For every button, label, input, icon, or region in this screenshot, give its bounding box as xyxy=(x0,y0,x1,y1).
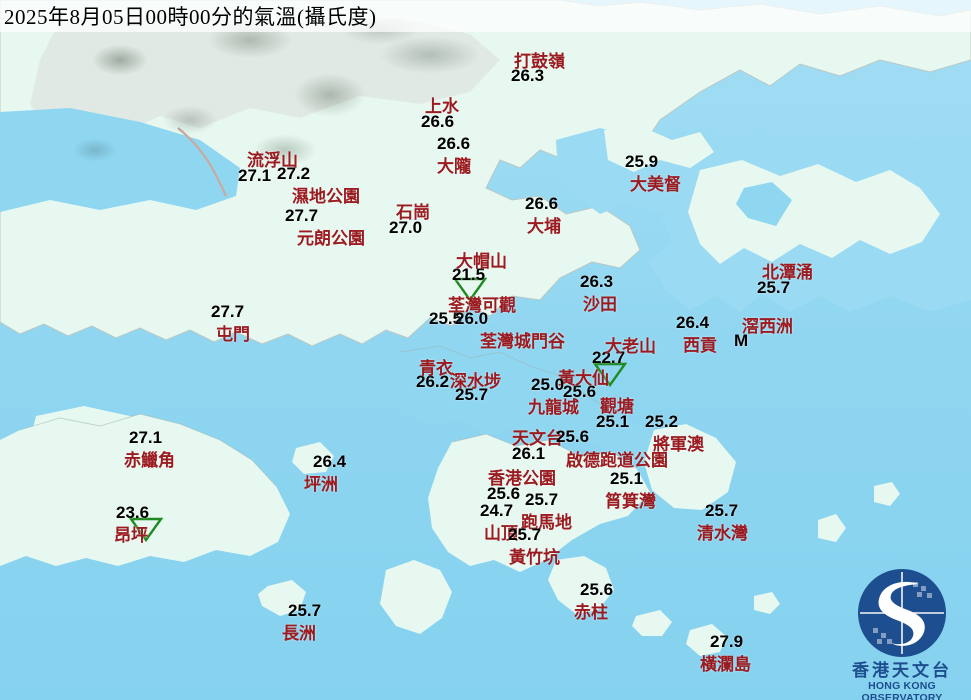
land-cheung-chau xyxy=(258,580,306,616)
station-value: 22.7 xyxy=(592,348,626,367)
station-value: 26.0 xyxy=(455,309,489,328)
station-value: 25.2 xyxy=(645,412,679,431)
station-value: 25.6 xyxy=(556,427,590,446)
station-name: 西貢 xyxy=(683,336,717,355)
station-value: 26.6 xyxy=(437,134,471,153)
station-name: 大隴 xyxy=(437,157,471,176)
station-value: 25.1 xyxy=(610,469,644,488)
station-value: 25.7 xyxy=(705,501,739,520)
station-value: 25.6 xyxy=(487,484,521,503)
station-name: 上水 xyxy=(425,97,459,116)
station-value: 25.7 xyxy=(288,601,322,620)
hko-logo-chinese: 香港天文台 xyxy=(852,661,952,680)
station-name: 赤鱲角 xyxy=(124,451,175,470)
station-name: 石崗 xyxy=(396,203,430,222)
station-name: 九龍城 xyxy=(528,398,579,417)
coastline-strokes xyxy=(19,345,637,487)
hko-logo-english: HONG KONG OBSERVATORY xyxy=(861,680,943,700)
land-chek-lap-kok xyxy=(30,406,160,462)
station-name: 滘西洲 xyxy=(742,317,793,336)
station-value: 21.5 xyxy=(452,265,486,284)
land-islet-c xyxy=(818,514,846,542)
station-value: 25.1 xyxy=(596,412,630,431)
station-name: 大老山 xyxy=(605,337,656,356)
station-name: 天文台 xyxy=(512,429,563,448)
station-value: 25.7 xyxy=(508,525,542,544)
station-name: 大帽山 xyxy=(456,252,507,271)
station-name: 橫瀾島 xyxy=(700,655,751,674)
land-stanley-peninsula xyxy=(548,556,614,614)
station-name: 啟德跑道公園 xyxy=(566,451,668,470)
station-value: 26.4 xyxy=(676,313,710,332)
land-waglan-island xyxy=(686,624,726,656)
station-value: M xyxy=(734,331,749,350)
station-name: 大埔 xyxy=(527,217,561,236)
land-sai-kung-peninsula xyxy=(688,160,940,264)
land-hong-kong-island xyxy=(428,434,650,572)
station-value: 25.7 xyxy=(757,278,791,297)
station-name: 山頂 xyxy=(484,524,518,543)
station-name: 打鼓嶺 xyxy=(514,52,565,71)
station-name: 黃竹坑 xyxy=(509,548,560,567)
station-value: 25.5 xyxy=(429,309,463,328)
station-name: 屯門 xyxy=(216,325,250,344)
land-sea-inlet-1 xyxy=(736,182,792,226)
station-value: 25.7 xyxy=(455,385,489,404)
station-name: 青衣 xyxy=(419,359,453,378)
land-islet-d xyxy=(874,482,900,506)
station-value: 25.7 xyxy=(525,490,559,509)
station-value: 27.9 xyxy=(710,632,744,651)
station-value: 24.7 xyxy=(480,501,514,520)
station-value: 27.7 xyxy=(211,302,245,321)
station-name: 香港公園 xyxy=(488,469,556,488)
station-name: 沙田 xyxy=(583,295,617,314)
station-name: 深水埗 xyxy=(450,372,501,391)
station-name: 將軍澳 xyxy=(653,435,704,454)
water-victoria-harbour xyxy=(392,346,660,462)
land-lamma-island xyxy=(380,560,452,634)
station-value: 23.6 xyxy=(116,503,150,522)
station-value: 27.2 xyxy=(277,164,311,183)
land-plover-cove xyxy=(604,126,714,172)
page-title: 2025年8月05日00時00分的氣溫(攝氏度) xyxy=(4,5,377,29)
land-peng-chau xyxy=(292,442,334,474)
station-name: 大美督 xyxy=(630,175,681,194)
title-bar: 2025年8月05日00時00分的氣溫(攝氏度) xyxy=(0,0,971,32)
station-value: 27.1 xyxy=(129,428,163,447)
station-value: 26.6 xyxy=(525,194,559,213)
station-value: 26.3 xyxy=(580,272,614,291)
station-name: 跑馬地 xyxy=(521,513,572,532)
station-value: 25.6 xyxy=(580,580,614,599)
station-value: 27.7 xyxy=(285,206,319,225)
station-name: 濕地公園 xyxy=(292,187,360,206)
station-name: 北潭涌 xyxy=(762,263,813,282)
station-value: 26.1 xyxy=(512,444,546,463)
station-name: 昂坪 xyxy=(114,526,148,545)
station-value: 26.4 xyxy=(313,452,347,471)
station-name: 觀塘 xyxy=(600,397,634,416)
station-value: 25.9 xyxy=(625,152,659,171)
station-value: 26.2 xyxy=(416,372,450,391)
land-islet-a xyxy=(632,610,672,636)
station-name: 赤柱 xyxy=(574,603,608,622)
station-value: 25.6 xyxy=(563,382,597,401)
land-clear-water-bay xyxy=(644,424,736,510)
station-name: 坪洲 xyxy=(304,475,338,494)
station-name: 黃大仙 xyxy=(558,369,609,388)
station-name: 清水灣 xyxy=(697,524,748,543)
station-value: 25.0 xyxy=(531,375,565,394)
station-name: 荃灣城門谷 xyxy=(480,332,565,351)
hko-logo: 香港天文台 HONG KONG OBSERVATORY xyxy=(839,566,965,700)
station-name: 筲箕灣 xyxy=(605,492,656,511)
hko-swirl-logo-icon xyxy=(858,569,946,657)
land-islet-b xyxy=(754,592,780,614)
station-name: 元朗公園 xyxy=(297,229,365,248)
station-name: 長洲 xyxy=(282,624,316,643)
